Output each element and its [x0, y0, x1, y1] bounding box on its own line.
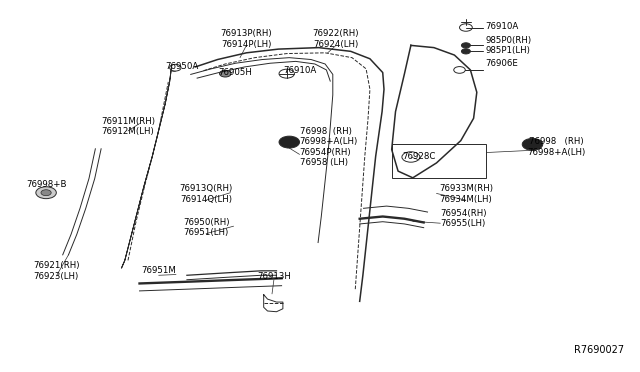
Circle shape — [522, 138, 543, 150]
Text: R7690027: R7690027 — [574, 345, 624, 355]
Text: 76933M(RH)
76934M(LH): 76933M(RH) 76934M(LH) — [439, 185, 493, 204]
Circle shape — [461, 43, 470, 48]
Text: 76998   (RH)
76998+A(LH): 76998 (RH) 76998+A(LH) — [527, 137, 586, 157]
Circle shape — [402, 152, 420, 162]
Text: 76913Q(RH)
76914Q(LH): 76913Q(RH) 76914Q(LH) — [179, 185, 233, 204]
Text: 76950(RH)
76951(LH): 76950(RH) 76951(LH) — [183, 218, 229, 237]
Text: 76950A: 76950A — [166, 62, 199, 71]
Text: 76905H: 76905H — [219, 68, 252, 77]
Circle shape — [220, 70, 231, 77]
Text: 76928C: 76928C — [403, 153, 436, 161]
Text: 985P0(RH)
985P1(LH): 985P0(RH) 985P1(LH) — [485, 36, 531, 55]
Text: 76910A: 76910A — [283, 66, 316, 75]
Bar — [392, 144, 486, 178]
Circle shape — [461, 49, 470, 54]
Circle shape — [41, 190, 51, 196]
Text: 76906E: 76906E — [485, 60, 518, 68]
Text: 76998+B: 76998+B — [26, 180, 67, 189]
Text: 76922(RH)
76924(LH): 76922(RH) 76924(LH) — [313, 29, 359, 49]
Text: 76913H: 76913H — [257, 272, 291, 280]
Circle shape — [279, 136, 300, 148]
Text: 76913P(RH)
76914P(LH): 76913P(RH) 76914P(LH) — [221, 29, 272, 49]
Circle shape — [36, 187, 56, 199]
Text: 76998  (RH)
76998+A(LH)
76954P(RH)
76958 (LH): 76998 (RH) 76998+A(LH) 76954P(RH) 76958 … — [300, 127, 358, 167]
Text: 76911M(RH)
76912M(LH): 76911M(RH) 76912M(LH) — [101, 117, 155, 136]
Text: 76910A: 76910A — [485, 22, 518, 31]
Text: 76954(RH)
76955(LH): 76954(RH) 76955(LH) — [440, 209, 487, 228]
Text: 76951M: 76951M — [141, 266, 176, 275]
Text: 76921(RH)
76923(LH): 76921(RH) 76923(LH) — [33, 261, 79, 280]
